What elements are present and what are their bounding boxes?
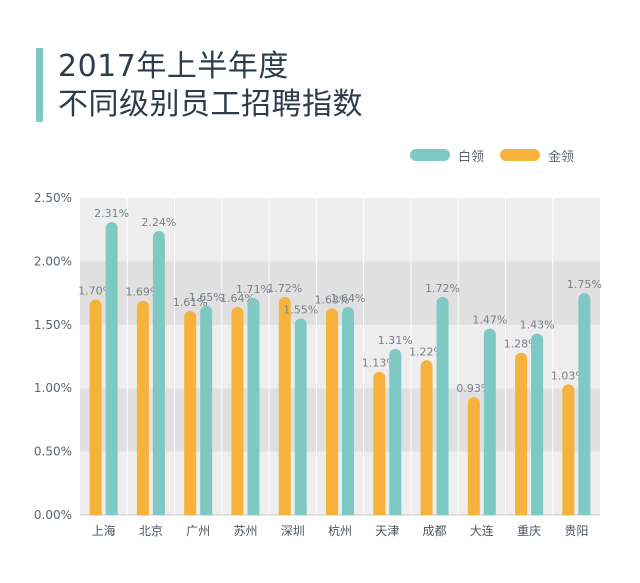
white-collar-bar-base — [389, 509, 402, 515]
white-collar-bar — [578, 293, 591, 515]
white-collar-value-label: 1.72% — [425, 282, 460, 295]
gold-collar-value-label: 1.70% — [78, 284, 113, 297]
white-collar-bar — [294, 318, 307, 515]
white-collar-bar-base — [152, 509, 165, 515]
x-category-label: 深圳 — [281, 524, 305, 538]
gold-collar-bar — [326, 308, 338, 515]
gold-collar-bar — [231, 307, 244, 515]
gold-collar-value-label: 1.72% — [267, 282, 302, 295]
white-collar-value-label: 1.43% — [520, 319, 555, 332]
y-tick-label: 1.00% — [34, 381, 72, 395]
white-collar-bar-base — [342, 509, 354, 515]
white-collar-bar-base — [294, 509, 307, 515]
background-band — [80, 451, 600, 515]
white-collar-bar — [483, 328, 496, 515]
y-tick-label: 0.50% — [34, 445, 72, 459]
gold-collar-bar — [373, 371, 386, 515]
x-category-label: 大连 — [470, 523, 494, 538]
gold-collar-value-label: 1.22% — [409, 345, 444, 358]
white-collar-bar-base — [200, 509, 213, 515]
y-tick-label: 2.50% — [34, 191, 72, 205]
x-category-label: 上海 — [92, 523, 116, 538]
gold-collar-value-label: 1.69% — [125, 286, 160, 299]
x-category-label: 重庆 — [517, 524, 541, 538]
white-collar-bar — [105, 222, 118, 516]
gold-collar-value-label: 1.64% — [220, 292, 255, 305]
gold-collar-bar-base — [184, 509, 197, 515]
gold-collar-bar-base — [231, 509, 244, 515]
gold-collar-bar-base — [89, 509, 102, 515]
white-collar-value-label: 1.47% — [472, 314, 507, 327]
gold-collar-value-label: 1.63% — [315, 293, 350, 306]
background-band — [80, 388, 600, 452]
white-collar-bar — [200, 305, 213, 515]
gold-collar-bar-base — [373, 509, 386, 515]
gold-collar-value-label: 0.93% — [456, 382, 491, 395]
white-collar-value-label: 1.64% — [331, 292, 366, 305]
x-category-label: 成都 — [423, 524, 447, 538]
x-category-label: 天津 — [375, 524, 399, 538]
white-collar-bar — [531, 333, 544, 515]
gold-collar-bar-base — [515, 509, 528, 515]
gold-collar-bar — [467, 397, 480, 515]
background-band — [80, 324, 600, 389]
white-collar-bar-base — [578, 509, 591, 515]
x-category-label: 贵阳 — [564, 524, 588, 538]
legend-label-gold-collar: 金领 — [548, 150, 575, 165]
gold-collar-bar — [562, 384, 575, 515]
gold-collar-bar-base — [326, 509, 338, 515]
white-collar-bar — [436, 296, 449, 515]
gold-collar-bar — [420, 360, 433, 515]
white-collar-value-label: 1.31% — [378, 334, 413, 347]
gold-collar-bar-base — [467, 509, 480, 515]
gold-collar-bar — [278, 296, 291, 515]
gold-collar-bar-base — [420, 509, 433, 515]
white-collar-value-label: 2.24% — [141, 216, 176, 229]
white-collar-bar-base — [247, 509, 260, 515]
y-tick-label: 1.50% — [34, 318, 72, 332]
x-category-label: 苏州 — [233, 524, 257, 538]
white-collar-bar — [152, 230, 165, 515]
white-collar-bar — [342, 307, 354, 515]
white-collar-bar — [247, 298, 260, 515]
gold-collar-value-label: 1.61% — [173, 296, 208, 309]
y-tick-label: 0.00% — [34, 508, 72, 522]
background-band — [80, 261, 600, 325]
white-collar-bar-base — [105, 509, 118, 515]
gold-collar-bar — [89, 299, 102, 515]
x-category-label: 北京 — [139, 524, 163, 538]
gold-collar-bar — [184, 310, 197, 515]
white-collar-bar — [389, 348, 402, 515]
white-collar-bar-base — [436, 509, 449, 515]
legend-swatch-white-collar — [410, 149, 450, 161]
white-collar-bar-base — [483, 509, 496, 515]
title-accent-bar — [36, 48, 43, 122]
white-collar-value-label: 1.75% — [567, 278, 602, 291]
gold-collar-bar — [136, 300, 149, 515]
x-category-label: 广州 — [186, 524, 210, 538]
chart-title-line-1: 2017年上半年度 — [58, 49, 289, 84]
background-band — [80, 198, 600, 262]
gold-collar-value-label: 1.28% — [504, 338, 539, 351]
legend-label-white-collar: 白领 — [458, 150, 485, 165]
gold-collar-bar-base — [136, 509, 149, 515]
gold-collar-bar-base — [562, 509, 575, 515]
legend-swatch-gold-collar — [500, 149, 540, 161]
y-tick-label: 2.00% — [34, 254, 72, 268]
white-collar-value-label: 1.71% — [236, 283, 271, 296]
white-collar-value-label: 1.55% — [283, 303, 318, 316]
gold-collar-bar — [515, 352, 528, 515]
gold-collar-value-label: 1.13% — [362, 357, 397, 370]
white-collar-value-label: 1.65% — [189, 291, 224, 304]
white-collar-bar-base — [531, 509, 544, 515]
chart-title-line-2: 不同级别员工招聘指数 — [58, 87, 363, 122]
x-category-label: 杭州 — [328, 523, 352, 538]
gold-collar-value-label: 1.03% — [551, 369, 586, 382]
white-collar-value-label: 2.31% — [94, 207, 129, 220]
gold-collar-bar-base — [278, 509, 291, 515]
